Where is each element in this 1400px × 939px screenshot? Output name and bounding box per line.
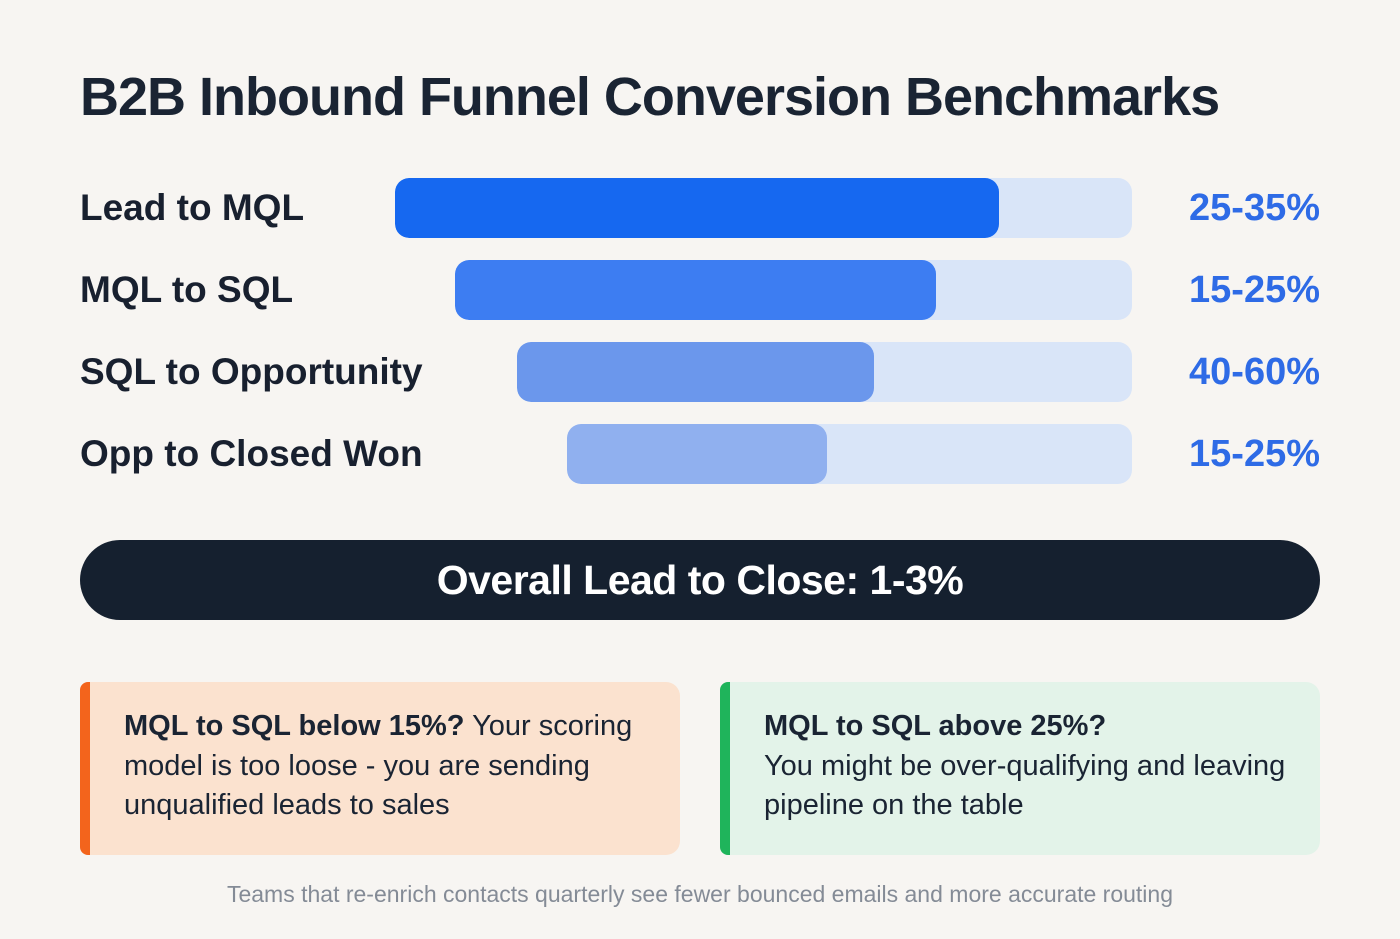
bar-fill: [567, 424, 828, 485]
funnel-row-mql-to-sql: MQL to SQL 15-25%: [80, 260, 1320, 321]
callout-text: MQL to SQL above 25%? You might be over-q…: [764, 707, 1290, 825]
overall-conversion-banner: Overall Lead to Close: 1-3%: [80, 540, 1320, 621]
funnel-stage-value: 40-60%: [1189, 350, 1320, 393]
bar-area: [395, 178, 1132, 239]
bar-fill: [517, 342, 874, 403]
funnel-chart: Lead to MQL 25-35% MQL to SQL 15-25% SQL…: [80, 178, 1320, 485]
callout-body: Your scoring model is too loose - you ar…: [124, 710, 633, 822]
funnel-row-opp-to-closed-won: Opp to Closed Won 15-25%: [80, 424, 1320, 485]
funnel-stage-label: SQL to Opportunity: [80, 351, 423, 393]
callout-card-above-threshold: MQL to SQL above 25%? You might be over-q…: [720, 682, 1320, 856]
funnel-stage-label: MQL to SQL: [80, 269, 294, 311]
bar-area: [395, 424, 1132, 485]
callout-cards: MQL to SQL below 15%? Your scoring model…: [80, 682, 1320, 856]
bar-track: [395, 178, 1132, 239]
funnel-stage-value: 25-35%: [1189, 186, 1320, 229]
overall-conversion-text: Overall Lead to Close: 1-3%: [436, 556, 964, 603]
callout-card-below-threshold: MQL to SQL below 15%? Your scoring model…: [80, 682, 680, 856]
callout-heading: MQL to SQL below 15%?: [124, 710, 465, 743]
funnel-stage-value: 15-25%: [1189, 268, 1320, 311]
callout-text: MQL to SQL below 15%? Your scoring model…: [124, 707, 650, 825]
funnel-row-sql-to-opportunity: SQL to Opportunity 40-60%: [80, 342, 1320, 403]
bar-fill: [454, 260, 936, 321]
callout-body: You might be over-qualifying and leaving…: [764, 749, 1286, 822]
bar-area: [395, 342, 1132, 403]
bar-fill: [395, 178, 1000, 239]
funnel-row-lead-to-mql: Lead to MQL 25-35%: [80, 178, 1320, 239]
bar-track: [567, 424, 1132, 485]
bar-area: [395, 260, 1132, 321]
page-title: B2B Inbound Funnel Conversion Benchmarks: [80, 67, 1220, 127]
funnel-stage-label: Opp to Closed Won: [80, 433, 423, 475]
funnel-stage-label: Lead to MQL: [80, 187, 305, 229]
callout-heading: MQL to SQL above 25%?: [764, 710, 1107, 743]
bar-track: [454, 260, 1132, 321]
footer-note: Teams that re-enrich contacts quarterly …: [226, 881, 1174, 908]
bar-track: [517, 342, 1132, 403]
funnel-stage-value: 15-25%: [1189, 432, 1320, 475]
